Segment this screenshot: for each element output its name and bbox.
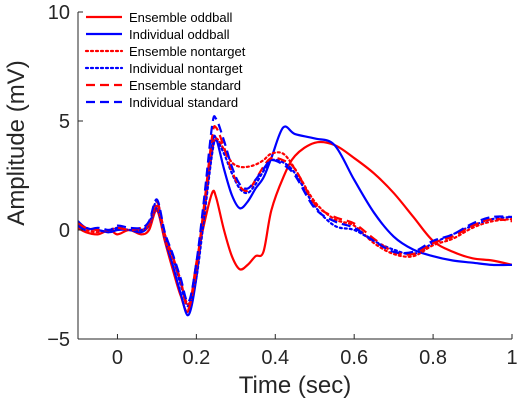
plot-background <box>78 12 512 339</box>
x-tick-label: 0.2 <box>182 347 210 369</box>
y-ticks: −5 0 5 10 <box>47 2 83 351</box>
series-line-3 <box>78 139 512 308</box>
y-tick-label: 10 <box>48 2 70 24</box>
x-axis-title: Time (sec) <box>239 372 351 399</box>
x-tick-label: 0.6 <box>340 347 368 369</box>
y-tick-label: −5 <box>47 329 70 351</box>
legend: Ensemble oddball Individual oddball Ensemb… <box>84 10 246 110</box>
x-tick-label: 1 <box>506 347 517 369</box>
y-tick-label: 0 <box>59 220 70 242</box>
legend-label: Individual nontarget <box>129 61 243 76</box>
x-tick-label: 0 <box>112 347 123 369</box>
legend-label: Individual oddball <box>129 27 230 42</box>
legend-label: Individual standard <box>129 95 238 110</box>
y-tick-label: 5 <box>59 111 70 133</box>
series-line-0 <box>78 140 512 313</box>
x-tick-label: 0.8 <box>419 347 447 369</box>
x-tick-label: 0.4 <box>261 347 289 369</box>
series-line-1 <box>78 125 512 317</box>
series-group <box>78 115 512 317</box>
legend-label: Ensemble oddball <box>129 10 232 25</box>
x-ticks: 0 0.2 0.4 0.6 0.8 1 <box>112 334 518 369</box>
legend-label: Ensemble nontarget <box>129 44 246 59</box>
y-axis-title: Amplitude (mV) <box>3 60 30 225</box>
axes <box>77 12 512 340</box>
plot-area <box>78 12 512 339</box>
legend-label: Ensemble standard <box>129 78 241 93</box>
series-line-5 <box>78 115 512 304</box>
